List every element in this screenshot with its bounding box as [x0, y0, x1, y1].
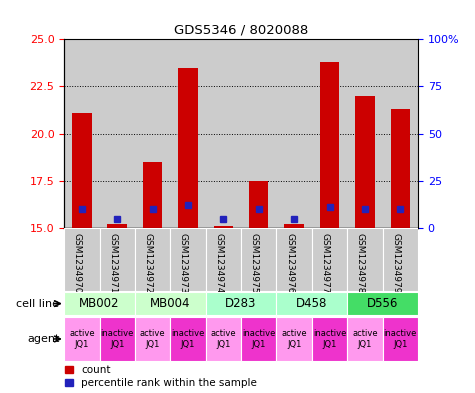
Bar	[99, 317, 135, 361]
Bar	[276, 228, 312, 291]
Bar	[312, 39, 347, 228]
Text: GSM1234975: GSM1234975	[250, 233, 259, 294]
Text: MB004: MB004	[150, 297, 190, 310]
Bar	[135, 317, 171, 361]
Bar	[347, 228, 383, 291]
Text: inactive
JQ1: inactive JQ1	[242, 329, 276, 349]
Bar	[206, 39, 241, 228]
Text: GSM1234974: GSM1234974	[214, 233, 223, 293]
Bar	[64, 228, 100, 291]
Text: active
JQ1: active JQ1	[281, 329, 307, 349]
Bar	[276, 292, 347, 315]
Text: active
JQ1: active JQ1	[140, 329, 165, 349]
Bar	[170, 228, 206, 291]
Bar	[99, 39, 135, 228]
Text: active
JQ1: active JQ1	[69, 329, 95, 349]
Bar	[214, 226, 233, 228]
Bar	[355, 96, 375, 228]
Bar	[383, 228, 418, 291]
Text: D458: D458	[296, 297, 328, 310]
Bar	[64, 39, 100, 228]
Text: inactive
JQ1: inactive JQ1	[101, 329, 134, 349]
Bar	[170, 39, 206, 228]
Text: MB002: MB002	[79, 297, 120, 310]
Bar	[347, 39, 383, 228]
Bar	[135, 228, 171, 291]
Bar	[170, 317, 206, 361]
Bar	[143, 162, 162, 228]
Text: inactive
JQ1: inactive JQ1	[171, 329, 205, 349]
Bar	[206, 317, 241, 361]
Bar	[285, 224, 304, 228]
Legend: count, percentile rank within the sample: count, percentile rank within the sample	[65, 365, 257, 388]
Bar	[206, 228, 241, 291]
Bar	[241, 228, 276, 291]
Text: cell line: cell line	[16, 299, 59, 309]
Bar	[135, 39, 171, 228]
Bar	[383, 39, 418, 228]
Bar	[99, 228, 135, 291]
Text: GSM1234971: GSM1234971	[108, 233, 117, 294]
Bar	[276, 317, 312, 361]
Text: D556: D556	[367, 297, 399, 310]
Bar	[390, 109, 410, 228]
Bar	[276, 39, 312, 228]
Text: GSM1234979: GSM1234979	[391, 233, 400, 294]
Text: active
JQ1: active JQ1	[352, 329, 378, 349]
Title: GDS5346 / 8020088: GDS5346 / 8020088	[174, 24, 308, 37]
Bar	[347, 317, 383, 361]
Text: GSM1234973: GSM1234973	[179, 233, 188, 294]
Bar	[241, 39, 276, 228]
Bar	[383, 317, 418, 361]
Bar	[135, 292, 206, 315]
Text: GSM1234972: GSM1234972	[143, 233, 152, 293]
Bar	[206, 292, 276, 315]
Bar	[64, 292, 135, 315]
Text: GSM1234976: GSM1234976	[285, 233, 294, 294]
Bar	[249, 181, 268, 228]
Text: GSM1234970: GSM1234970	[73, 233, 82, 294]
Bar	[241, 317, 276, 361]
Text: GSM1234978: GSM1234978	[356, 233, 365, 294]
Text: D283: D283	[225, 297, 257, 310]
Text: agent: agent	[27, 334, 59, 344]
Text: inactive
JQ1: inactive JQ1	[384, 329, 417, 349]
Bar	[312, 317, 347, 361]
Bar	[178, 68, 198, 228]
Bar	[347, 292, 418, 315]
Bar	[320, 62, 339, 228]
Text: active
JQ1: active JQ1	[210, 329, 236, 349]
Bar	[64, 317, 100, 361]
Bar	[312, 228, 347, 291]
Bar	[107, 224, 127, 228]
Text: GSM1234977: GSM1234977	[321, 233, 330, 294]
Bar	[72, 113, 92, 228]
Text: inactive
JQ1: inactive JQ1	[313, 329, 346, 349]
